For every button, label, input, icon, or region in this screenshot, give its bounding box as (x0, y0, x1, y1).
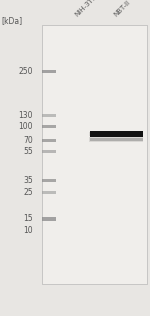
Text: 130: 130 (18, 111, 33, 120)
Bar (42, 70, 56, 73)
Text: NIH-3T3: NIH-3T3 (74, 0, 98, 17)
Bar (42, 114, 56, 117)
Text: 70: 70 (23, 136, 33, 145)
Bar (42, 217, 56, 221)
Text: NBT-II: NBT-II (113, 0, 131, 17)
Text: 35: 35 (23, 176, 33, 185)
Text: 10: 10 (23, 226, 33, 234)
Bar (89, 131, 143, 137)
Text: 250: 250 (18, 67, 33, 76)
Text: 55: 55 (23, 147, 33, 156)
Bar (42, 125, 56, 128)
Text: 15: 15 (23, 214, 33, 223)
Bar (90, 131, 142, 137)
Bar (90, 138, 143, 141)
Bar (42, 139, 56, 142)
Bar (42, 191, 56, 193)
Bar (42, 150, 56, 153)
Text: 25: 25 (23, 188, 33, 197)
Text: [kDa]: [kDa] (2, 16, 23, 25)
Text: 100: 100 (18, 122, 33, 131)
Bar (42, 179, 56, 182)
Bar (89, 137, 143, 142)
Bar (90, 133, 143, 135)
Bar (42, 25, 147, 284)
